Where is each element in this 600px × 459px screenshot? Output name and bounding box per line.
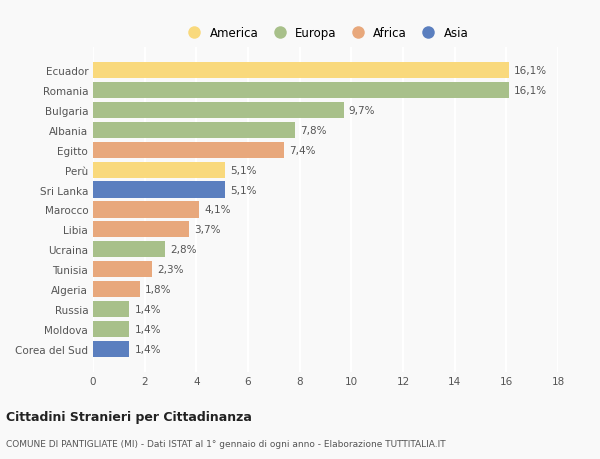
Bar: [93, 83, 509, 99]
Text: 7,4%: 7,4%: [289, 146, 316, 156]
Bar: [93, 202, 199, 218]
Text: 1,4%: 1,4%: [134, 304, 161, 314]
Bar: [93, 301, 129, 317]
Text: 5,1%: 5,1%: [230, 165, 256, 175]
Bar: [93, 341, 129, 357]
Text: Cittadini Stranieri per Cittadinanza: Cittadini Stranieri per Cittadinanza: [6, 410, 252, 423]
Text: 16,1%: 16,1%: [514, 66, 547, 76]
Text: 1,4%: 1,4%: [134, 324, 161, 334]
Bar: [93, 321, 129, 337]
Bar: [93, 123, 295, 139]
Bar: [93, 222, 188, 238]
Legend: America, Europa, Africa, Asia: America, Europa, Africa, Asia: [180, 25, 471, 43]
Bar: [93, 63, 509, 79]
Bar: [93, 262, 152, 278]
Bar: [93, 162, 225, 179]
Text: 5,1%: 5,1%: [230, 185, 256, 195]
Text: 9,7%: 9,7%: [349, 106, 375, 116]
Text: 4,1%: 4,1%: [204, 205, 230, 215]
Text: 1,4%: 1,4%: [134, 344, 161, 354]
Bar: [93, 281, 139, 297]
Bar: [93, 182, 225, 198]
Text: COMUNE DI PANTIGLIATE (MI) - Dati ISTAT al 1° gennaio di ogni anno - Elaborazion: COMUNE DI PANTIGLIATE (MI) - Dati ISTAT …: [6, 439, 446, 448]
Text: 16,1%: 16,1%: [514, 86, 547, 96]
Bar: [93, 142, 284, 158]
Text: 1,8%: 1,8%: [145, 285, 171, 294]
Text: 3,7%: 3,7%: [194, 225, 220, 235]
Text: 2,3%: 2,3%: [158, 264, 184, 274]
Text: 2,8%: 2,8%: [170, 245, 197, 255]
Bar: [93, 103, 344, 119]
Bar: [93, 241, 166, 258]
Text: 7,8%: 7,8%: [299, 126, 326, 135]
